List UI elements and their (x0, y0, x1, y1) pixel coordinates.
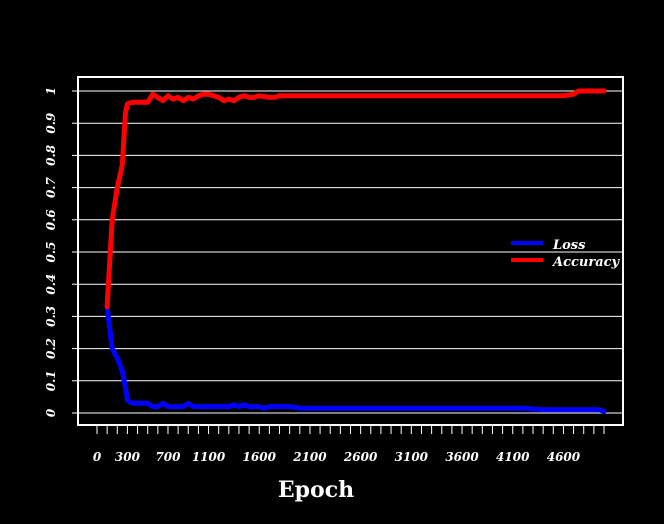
y-tick-label: 0.4 (44, 274, 58, 295)
legend-label-loss: Loss (552, 238, 586, 253)
y-tick-label: 0.7 (44, 177, 58, 199)
x-tick-label: 2600 (343, 450, 378, 464)
x-tick-label: 4600 (547, 450, 581, 464)
x-axis-label: Epoch (278, 477, 354, 503)
plot-frame (77, 76, 624, 426)
y-axis: 0 0.1 0.2 0.3 0.4 0.5 0.6 0.7 0.8 0.9 1 (44, 87, 78, 417)
y-tick-label: 0.9 (44, 112, 58, 134)
series-line-loss (104, 304, 607, 414)
grid-lines (78, 90, 623, 414)
series-lines (104, 88, 607, 414)
y-tick-label: 0.5 (44, 242, 58, 263)
y-tick-label: 0.1 (44, 370, 58, 391)
x-tick-label: 0 (93, 450, 102, 464)
x-tick-label: 1100 (192, 450, 226, 464)
y-tick-label: 0 (44, 408, 58, 417)
y-tick-label: 1 (44, 87, 58, 95)
x-tick-label: 4100 (496, 450, 530, 464)
legend-label-accuracy: Accuracy (551, 255, 621, 270)
x-tick-label: 3600 (445, 450, 479, 464)
x-tick-label: 1600 (243, 450, 277, 464)
x-tick-label: 3100 (395, 450, 429, 464)
x-axis: 0 300 700 1100 1600 2100 2600 3100 3600 4100 4600 (93, 425, 605, 464)
legend: Loss Accuracy (511, 238, 621, 270)
x-tick-label: 700 (155, 450, 181, 464)
y-tick-label: 0.2 (44, 338, 58, 359)
x-tick-label: 2100 (292, 450, 327, 464)
y-tick-label: 0.8 (44, 144, 58, 166)
y-tick-label: 0.6 (44, 209, 58, 231)
x-tick-label: 300 (115, 450, 141, 464)
series-line-accuracy (104, 88, 607, 310)
y-tick-label: 0.3 (44, 306, 58, 327)
